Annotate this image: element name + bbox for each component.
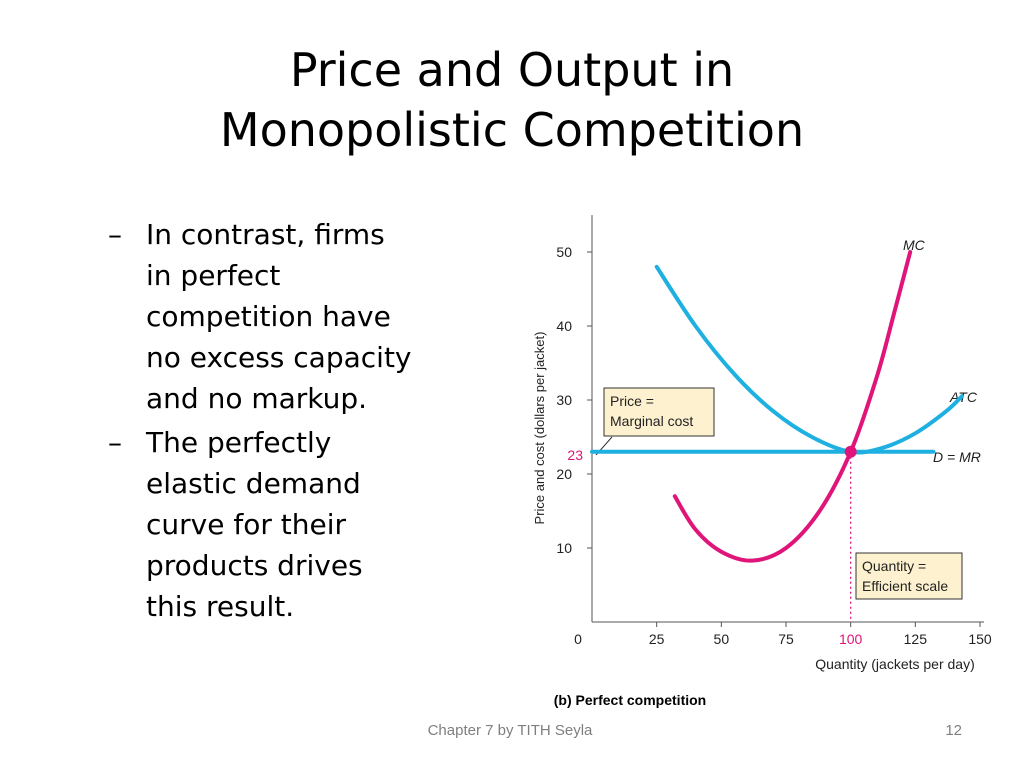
- bullet-line: elastic demand: [146, 467, 361, 500]
- atc-curve: [654, 264, 964, 455]
- x-axis-label: Quantity (jackets per day): [815, 656, 975, 672]
- bullet-dash: –: [108, 218, 122, 251]
- y-tick-label: 10: [556, 540, 572, 556]
- y-tick-label: 40: [556, 318, 572, 334]
- x-tick-label: 50: [714, 631, 730, 647]
- x-tick-label: 25: [649, 631, 665, 647]
- x-tick-label: 75: [778, 631, 794, 647]
- bullet-line: and no markup.: [146, 382, 368, 415]
- bullet-dash: –: [108, 426, 122, 459]
- quantity-callout-line-2: Efficient scale: [862, 578, 948, 594]
- price-23-tick-label: 23: [567, 447, 583, 463]
- footer-text: Chapter 7 by TITH Seyla: [427, 722, 593, 739]
- y-tick-label: 20: [556, 466, 572, 482]
- y-tick-label: 30: [556, 392, 572, 408]
- chart-caption: (b) Perfect competition: [554, 692, 706, 708]
- page-number: 12: [945, 722, 962, 739]
- y-tick-label: 50: [556, 244, 572, 260]
- x-tick-label: 125: [904, 631, 928, 647]
- bullet-line: competition have: [146, 300, 391, 333]
- title-line-2: Monopolistic Competition: [219, 103, 805, 157]
- x-tick-label: 0: [574, 631, 582, 647]
- price-callout-line-2: Marginal cost: [610, 413, 693, 429]
- bullet-line: In contrast, firms: [146, 218, 385, 251]
- bullet-line: no excess capacity: [146, 341, 412, 374]
- perfect-competition-chart: Price and cost (dollars per jacket) Quan…: [500, 200, 1010, 720]
- bullet-line: this result.: [146, 590, 295, 623]
- x-tick-label: 100: [839, 631, 863, 647]
- price-callout-box: [603, 387, 715, 437]
- chart-svg: Price and cost (dollars per jacket) Quan…: [532, 215, 992, 708]
- x-tick-label: 150: [968, 631, 992, 647]
- quantity-callout-line-1: Quantity =: [862, 558, 926, 574]
- quantity-callout: Quantity = Efficient scale: [855, 552, 963, 600]
- bullet-line: in perfect: [146, 259, 281, 292]
- bullet-line: products drives: [146, 549, 363, 582]
- quantity-callout-box: [855, 552, 963, 600]
- bullet-item: – In contrast, firms in perfect competit…: [108, 214, 448, 419]
- mc-curve: [672, 250, 913, 563]
- slide-title: Price and Output in Monopolistic Competi…: [0, 40, 1024, 160]
- equilibrium-point: [844, 445, 857, 458]
- price-callout: Price = Marginal cost: [595, 387, 715, 456]
- title-line-1: Price and Output in: [289, 43, 735, 97]
- price-callout-line-1: Price =: [610, 393, 654, 409]
- mc-label: MC: [903, 237, 926, 253]
- bullet-list: – In contrast, firms in perfect competit…: [108, 214, 448, 630]
- bullet-line: The perfectly: [146, 426, 332, 459]
- dmr-label: D = MR: [933, 449, 981, 465]
- y-axis-label: Price and cost (dollars per jacket): [532, 332, 547, 525]
- bullet-line: curve for their: [146, 508, 346, 541]
- plot-layer: 10 20 30 40 50 0 25 50 75 100 125 150: [556, 215, 992, 647]
- bullet-item: – The perfectly elastic demand curve for…: [108, 422, 448, 627]
